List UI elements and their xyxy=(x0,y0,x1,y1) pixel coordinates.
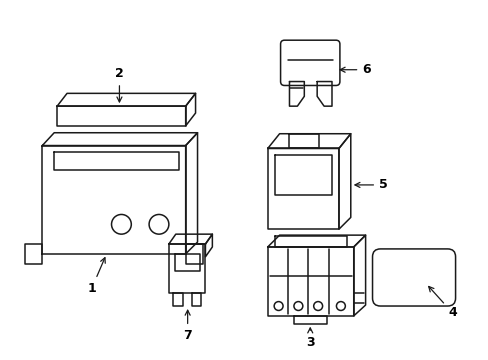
Text: 2: 2 xyxy=(115,67,123,102)
Text: 5: 5 xyxy=(354,179,387,192)
Text: 3: 3 xyxy=(305,328,314,349)
Text: 1: 1 xyxy=(87,258,105,295)
Text: 6: 6 xyxy=(340,63,370,76)
Text: 4: 4 xyxy=(428,287,456,319)
Text: 7: 7 xyxy=(183,310,192,342)
